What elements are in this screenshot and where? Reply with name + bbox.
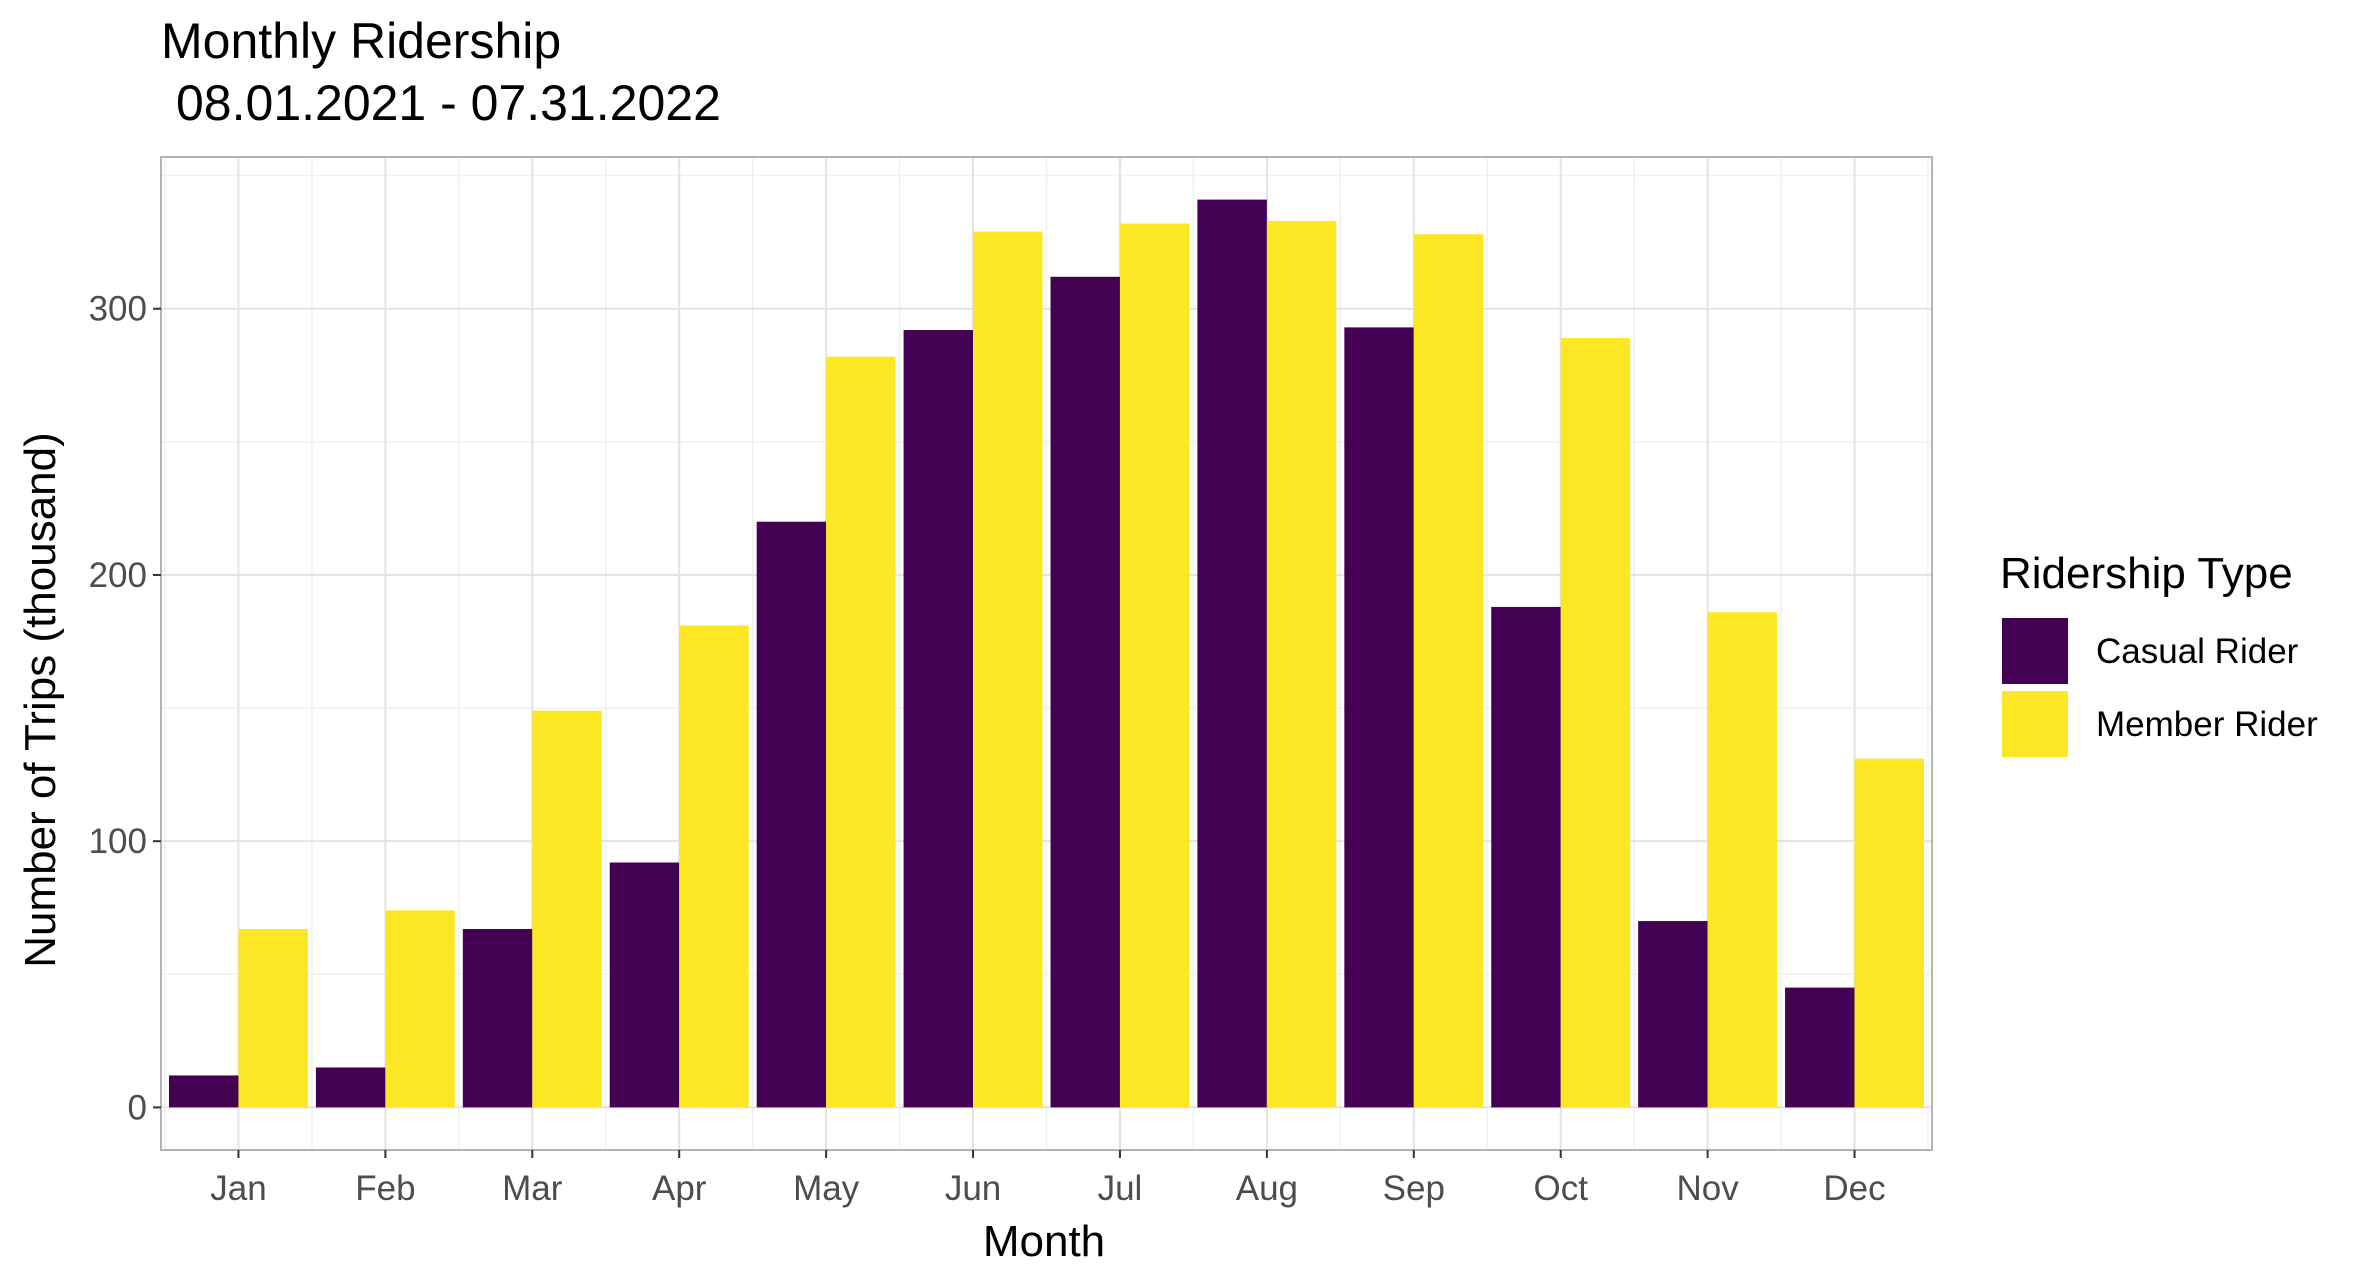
legend-swatch-casual-rider [2002, 618, 2068, 684]
bar-member-rider-oct [1560, 338, 1631, 1108]
y-axis-title: Number of Trips (thousand) [16, 432, 65, 968]
legend-swatch-member-rider [2002, 691, 2068, 757]
bar-casual-rider-jan [169, 1075, 239, 1108]
legend-label-casual-rider: Casual Rider [2096, 632, 2299, 671]
bars [169, 199, 1924, 1108]
x-tick-label: Jun [945, 1169, 1001, 1208]
x-tick-label: Jan [210, 1169, 266, 1208]
x-axis-ticks: Jan Feb Mar Apr May Jun Jul Aug Sep Oct Nov Dec [210, 1150, 1886, 1208]
bar-casual-rider-jul [1050, 276, 1120, 1108]
bar-member-rider-jul [1119, 223, 1190, 1108]
panel-border [160, 156, 1933, 1151]
bar-member-rider-jun [973, 231, 1043, 1108]
bar-member-rider-feb [385, 910, 455, 1108]
bar-member-rider-apr [679, 625, 749, 1108]
bar-casual-rider-feb [315, 1067, 386, 1108]
y-tick-label: 100 [89, 822, 147, 861]
bar-member-rider-aug [1266, 220, 1337, 1108]
bar-member-rider-nov [1707, 612, 1778, 1108]
bar-member-rider-jan [238, 929, 308, 1108]
x-axis-title: Month [983, 1217, 1105, 1266]
x-tick-label: Mar [502, 1169, 563, 1208]
chart-title: Monthly Ridership [161, 13, 561, 69]
bar-member-rider-mar [532, 710, 602, 1108]
y-tick-label: 0 [128, 1088, 147, 1127]
x-tick-label: May [793, 1169, 860, 1208]
x-tick-label: Jul [1098, 1169, 1143, 1208]
bar-casual-rider-jun [903, 330, 974, 1108]
y-axis-ticks: 0 100 200 300 [89, 290, 161, 1127]
x-tick-label: Feb [355, 1169, 415, 1208]
bar-casual-rider-mar [462, 929, 533, 1108]
x-tick-label: Oct [1533, 1169, 1588, 1208]
legend-label-member-rider: Member Rider [2096, 705, 2318, 744]
bar-casual-rider-nov [1638, 921, 1708, 1108]
bar-member-rider-sep [1413, 234, 1484, 1108]
bar-casual-rider-apr [609, 862, 680, 1108]
bar-member-rider-dec [1854, 758, 1924, 1108]
bar-casual-rider-sep [1344, 327, 1414, 1108]
bar-member-rider-may [826, 356, 896, 1108]
bar-casual-rider-dec [1785, 987, 1855, 1108]
x-tick-label: Nov [1677, 1169, 1740, 1208]
x-tick-label: Aug [1236, 1169, 1298, 1208]
x-tick-label: Sep [1383, 1169, 1445, 1208]
bar-casual-rider-oct [1491, 606, 1561, 1108]
y-tick-label: 200 [89, 556, 147, 595]
x-tick-label: Apr [652, 1169, 707, 1208]
bar-casual-rider-may [756, 521, 827, 1108]
legend-title: Ridership Type [2000, 549, 2293, 598]
legend: Ridership Type Casual Rider Member Rider [2000, 549, 2318, 757]
y-tick-label: 300 [89, 290, 147, 329]
minor-gridlines [161, 157, 1932, 1150]
bar-casual-rider-aug [1197, 199, 1267, 1108]
x-tick-label: Dec [1823, 1169, 1885, 1208]
chart-subtitle: 08.01.2021 - 07.31.2022 [176, 75, 721, 131]
